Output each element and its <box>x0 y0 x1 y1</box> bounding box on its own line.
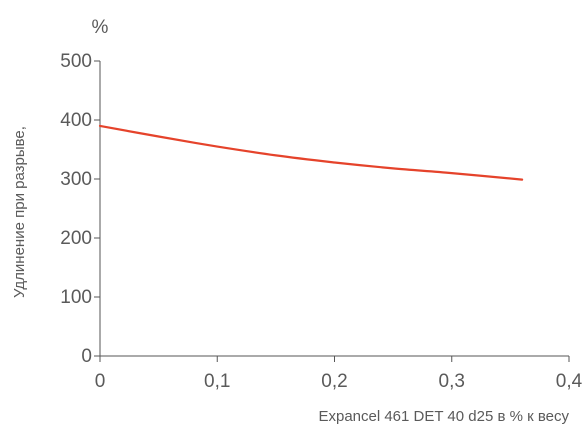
x-axis-label: Expancel 461 DET 40 d25 в % к весу <box>318 408 569 425</box>
y-axis-label: Удлинение при разрыве, <box>11 126 28 298</box>
x-tick-label: 0,2 <box>321 371 347 392</box>
series-line-0 <box>98 124 524 181</box>
y-axis-ticks: 0 100 200 300 400 500 <box>60 51 100 367</box>
y-tick-label: 200 <box>60 228 92 249</box>
y-tick-label: 500 <box>60 51 92 72</box>
y-tick-label: 0 <box>81 346 92 367</box>
y-tick-label: 400 <box>60 110 92 131</box>
y-axis-unit: % <box>92 17 109 38</box>
y-tick-label: 100 <box>60 287 92 308</box>
x-tick-label: 0 <box>95 371 106 392</box>
x-axis-ticks: 0 0,1 0,2 0,3 0,4 <box>95 356 583 392</box>
y-tick-label: 300 <box>60 169 92 190</box>
x-tick-label: 0,1 <box>204 371 230 392</box>
x-tick-label: 0,3 <box>439 371 465 392</box>
x-tick-label: 0,4 <box>556 371 583 392</box>
series-group <box>98 124 524 181</box>
